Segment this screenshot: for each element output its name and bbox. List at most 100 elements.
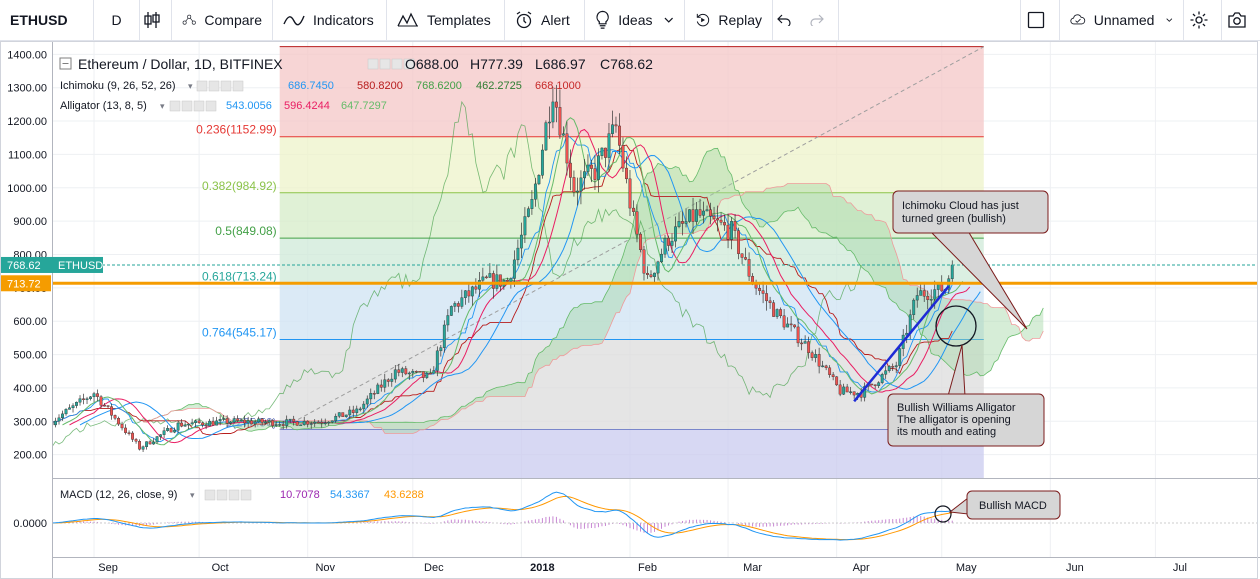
candle-body xyxy=(463,290,467,298)
candle-body xyxy=(712,215,716,219)
candle xyxy=(397,363,401,377)
candle-body xyxy=(618,125,621,146)
candle-body xyxy=(831,374,835,377)
candlestick-series xyxy=(52,84,954,452)
candle xyxy=(803,335,807,344)
ideas-button[interactable]: Ideas xyxy=(585,0,685,40)
candle-body xyxy=(330,420,334,423)
candle xyxy=(470,285,474,306)
candle xyxy=(288,418,292,423)
candle xyxy=(386,378,390,387)
candle-body xyxy=(467,290,471,297)
candle-body xyxy=(358,408,362,411)
layout-button[interactable]: Unnamed xyxy=(1060,0,1184,40)
candle xyxy=(870,383,874,386)
drawings[interactable] xyxy=(853,285,950,403)
candle-body xyxy=(484,276,488,279)
legend-control-icon xyxy=(169,100,181,112)
candle-body xyxy=(351,409,355,413)
fibonacci-retracement[interactable]: 0.236(1152.99) 0.382(984.92) 0.5(849.08) 0.… xyxy=(196,46,985,478)
candle xyxy=(663,234,667,258)
legend-control-icon xyxy=(193,100,205,112)
time-axis-tick-label: Jun xyxy=(1066,562,1084,574)
interval-button[interactable]: D xyxy=(94,0,140,40)
candle xyxy=(99,395,103,409)
candle-body xyxy=(369,393,373,400)
candle xyxy=(446,309,450,332)
candle xyxy=(183,421,187,427)
candle xyxy=(824,364,828,371)
replay-button[interactable]: Replay xyxy=(685,0,773,40)
candle xyxy=(341,412,345,417)
indicators-button[interactable]: Indicators xyxy=(273,0,387,40)
candle-body xyxy=(639,233,642,250)
candle-body xyxy=(533,183,537,200)
candle xyxy=(505,277,509,283)
undo-button[interactable] xyxy=(773,0,803,40)
bar-style-button[interactable] xyxy=(140,0,172,40)
alert-button[interactable]: Alert xyxy=(505,0,585,40)
chart-canvas[interactable]: 0.236(1152.99) 0.382(984.92) 0.5(849.08) 0.… xyxy=(0,41,1260,579)
horizontal-levels[interactable] xyxy=(52,264,1257,285)
fib-trend-line xyxy=(279,46,985,430)
candle xyxy=(127,430,131,436)
candle xyxy=(257,416,261,423)
candle-body xyxy=(495,274,499,289)
candle-body xyxy=(877,382,881,386)
candle xyxy=(530,190,534,215)
candle-body xyxy=(628,178,632,209)
compare-button[interactable]: Compare xyxy=(172,0,273,40)
candle-body xyxy=(285,419,289,426)
candle xyxy=(92,391,96,403)
candle xyxy=(337,412,341,419)
candle-body xyxy=(197,420,201,424)
candle xyxy=(618,113,621,155)
candle-body xyxy=(372,393,376,395)
candle-body xyxy=(404,368,408,375)
candle-body xyxy=(674,226,677,242)
candle xyxy=(719,212,723,226)
ohlc-value-l: L686.97 xyxy=(535,56,586,72)
candle xyxy=(540,144,544,179)
candle xyxy=(768,296,772,309)
macd-signal-line xyxy=(52,496,953,541)
candle xyxy=(873,384,877,389)
candle-body xyxy=(681,221,684,224)
candle xyxy=(400,366,404,378)
candle xyxy=(162,427,166,439)
indicators-icon xyxy=(283,15,305,26)
time-axis[interactable]: Sep Oct Nov Dec 2018 Feb Mar Apr May Jun Jul xyxy=(98,562,1187,574)
candle xyxy=(604,147,607,168)
candle xyxy=(330,420,334,424)
candle xyxy=(229,420,233,426)
candle-body xyxy=(852,391,856,396)
candle xyxy=(414,370,418,374)
candle-body xyxy=(274,424,278,426)
candle xyxy=(656,260,660,281)
candle-body xyxy=(397,369,401,373)
candle-body xyxy=(155,436,159,443)
fullscreen-button[interactable] xyxy=(1020,0,1060,40)
candle xyxy=(723,214,726,231)
candle-body xyxy=(576,190,579,193)
candle-body xyxy=(590,164,593,169)
templates-button[interactable]: Templates xyxy=(387,0,505,40)
price-axis-background xyxy=(1,42,52,578)
settings-button[interactable] xyxy=(1184,0,1222,40)
price-axis-tick-label: 1300.00 xyxy=(7,83,47,95)
ichimoku-legend-value: 580.8200 xyxy=(357,80,403,92)
candle xyxy=(64,408,68,416)
templates-label: Templates xyxy=(427,12,491,28)
candle-body xyxy=(740,253,744,258)
candle xyxy=(292,415,296,426)
candle xyxy=(285,415,289,429)
symbol-search[interactable]: ETHUSD xyxy=(0,0,94,40)
candle-body xyxy=(765,293,769,302)
candle xyxy=(691,197,695,234)
snapshot-button[interactable] xyxy=(1222,0,1260,40)
candle xyxy=(775,308,779,319)
candle xyxy=(201,421,205,428)
price-axis[interactable]: 1400.00 1300.00 1200.00 1100.00 1000.00 900.0… xyxy=(1,42,52,578)
redo-button[interactable] xyxy=(803,0,839,40)
